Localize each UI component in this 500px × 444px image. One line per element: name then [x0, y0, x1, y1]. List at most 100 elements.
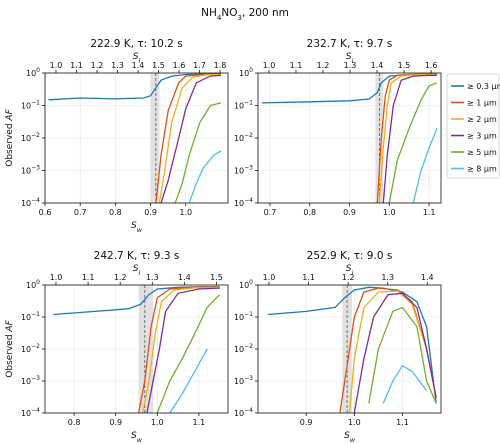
x-tick-label: 0.9 — [144, 208, 157, 217]
y-tick-label: 100 — [26, 67, 40, 78]
x-tick-label: 0.6 — [39, 208, 52, 217]
x2-tick-label: 1.3 — [344, 61, 357, 70]
y-axis-label: Observed AF — [5, 108, 15, 166]
onset-band — [342, 285, 352, 413]
y-axis-label: Observed AF — [5, 319, 15, 377]
y-tick-label: 10−4 — [234, 197, 253, 208]
y-tick-label: 10−4 — [234, 407, 253, 418]
series-line — [53, 285, 220, 316]
y-tick-label: 10−3 — [21, 375, 40, 386]
x2-axis-label: Si — [346, 264, 354, 277]
x2-tick-label: 1.3 — [146, 273, 159, 282]
x2-tick-label: 1.1 — [70, 61, 83, 70]
y-tick-label: 10−1 — [21, 311, 40, 322]
y-tick-label: 100 — [239, 67, 253, 78]
series-line — [48, 73, 222, 101]
x2-axis-label: Si — [133, 264, 141, 277]
y-tick-label: 10−4 — [21, 197, 40, 208]
legend-label: ≥ 2 μm — [467, 115, 497, 124]
y-tick-label: 10−2 — [234, 132, 253, 143]
x-tick-label: 0.8 — [303, 208, 316, 217]
x2-tick-label: 1.4 — [132, 61, 145, 70]
legend-label: ≥ 0.3 μm — [467, 82, 500, 91]
series-line — [155, 73, 222, 203]
panel-title: 222.9 K, τ: 10.2 s — [90, 38, 182, 50]
y-tick-label: 10−1 — [234, 311, 253, 322]
panel-title: 232.7 K, τ: 9.7 s — [307, 38, 393, 50]
x2-tick-label: 1.4 — [371, 61, 384, 70]
x2-tick-label: 1.7 — [193, 61, 206, 70]
y-tick-label: 10−2 — [21, 343, 40, 354]
x-tick-label: 1.0 — [151, 418, 164, 427]
series-line — [137, 286, 220, 413]
x-axis-label: Sw — [344, 431, 356, 444]
x2-tick-label: 1.1 — [290, 61, 303, 70]
x2-tick-label: 1.5 — [152, 61, 165, 70]
legend-label: ≥ 1 μm — [467, 99, 497, 108]
y-tick-label: 10−3 — [234, 165, 253, 176]
x2-tick-label: 1.3 — [111, 61, 124, 70]
y-tick-label: 100 — [26, 279, 40, 290]
x2-tick-label: 1.1 — [82, 273, 95, 282]
series-line — [382, 364, 428, 404]
x-tick-label: 1.1 — [423, 208, 436, 217]
x-tick-label: 0.7 — [74, 208, 87, 217]
y-tick-label: 10−2 — [21, 132, 40, 143]
series-line — [348, 290, 437, 413]
x2-tick-label: 1.2 — [114, 273, 127, 282]
x2-tick-label: 1.0 — [263, 273, 276, 282]
x-axis-label: Sw — [131, 431, 143, 444]
x-tick-label: 0.7 — [264, 208, 277, 217]
series-line — [160, 74, 222, 203]
panels: 222.9 K, τ: 10.2 s 10−4 10−3 10−2 10−1 100 0.6… — [5, 38, 442, 444]
series-line — [412, 127, 438, 203]
panel-title: 242.7 K, τ: 9.3 s — [94, 250, 180, 262]
x2-tick-label: 1.0 — [263, 61, 276, 70]
x2-tick-label: 1.5 — [398, 61, 411, 70]
x2-tick-label: 1.0 — [50, 273, 63, 282]
y-tick-label: 10−3 — [234, 375, 253, 386]
panel-title: 252.9 K, τ: 9.0 s — [307, 250, 393, 262]
series-line — [267, 286, 437, 404]
legend: ≥ 0.3 μm ≥ 1 μm ≥ 2 μm ≥ 3 μm ≥ 5 μm ≥ 8 μm — [446, 73, 500, 179]
series-line — [378, 73, 437, 203]
legend-label: ≥ 3 μm — [467, 132, 497, 141]
panel-4: 252.9 K, τ: 9.0 s 10−4 10−3 10−2 10−1 100 0.9 1… — [234, 250, 442, 444]
x-axis-label: Sw — [131, 221, 143, 234]
x-tick-label: 1.1 — [396, 418, 409, 427]
figure-title: NH4NO3, 200 nm — [201, 7, 289, 22]
x2-tick-label: 1.5 — [210, 273, 223, 282]
y-tick-label: 10−4 — [21, 407, 40, 418]
series-line — [174, 102, 222, 203]
x2-tick-label: 1.2 — [91, 61, 104, 70]
x-tick-label: 0.9 — [109, 418, 122, 427]
x2-tick-label: 1.3 — [381, 273, 394, 282]
y-tick-label: 100 — [239, 279, 253, 290]
x2-tick-label: 1.1 — [302, 273, 315, 282]
x2-tick-label: 1.8 — [214, 61, 227, 70]
x2-tick-label: 1.6 — [173, 61, 186, 70]
y-tick-label: 10−1 — [21, 100, 40, 111]
y-tick-label: 10−1 — [234, 100, 253, 111]
legend-label: ≥ 8 μm — [467, 165, 497, 174]
x2-tick-label: 1.4 — [421, 273, 434, 282]
y-tick-label: 10−2 — [234, 343, 253, 354]
x-tick-label: 0.8 — [109, 208, 122, 217]
series-line — [188, 150, 222, 203]
series-line — [388, 82, 438, 203]
x2-tick-label: 1.0 — [50, 61, 63, 70]
series-line — [142, 286, 220, 413]
series-line — [382, 74, 437, 203]
x2-tick-label: 1.2 — [317, 61, 330, 70]
series-line — [368, 306, 437, 404]
panel-3: 242.7 K, τ: 9.3 s 10−4 10−3 10−2 10−1 100 0.8 0… — [5, 250, 229, 444]
x2-tick-label: 1.4 — [178, 273, 191, 282]
x-tick-label: 0.9 — [300, 418, 313, 427]
x-tick-label: 1.1 — [193, 418, 206, 427]
panel-1: 222.9 K, τ: 10.2 s 10−4 10−3 10−2 10−1 100 0.6… — [5, 38, 229, 234]
y-tick-label: 10−3 — [21, 165, 40, 176]
series-line — [376, 73, 438, 203]
onset-band — [150, 73, 160, 203]
series-line — [158, 73, 222, 203]
